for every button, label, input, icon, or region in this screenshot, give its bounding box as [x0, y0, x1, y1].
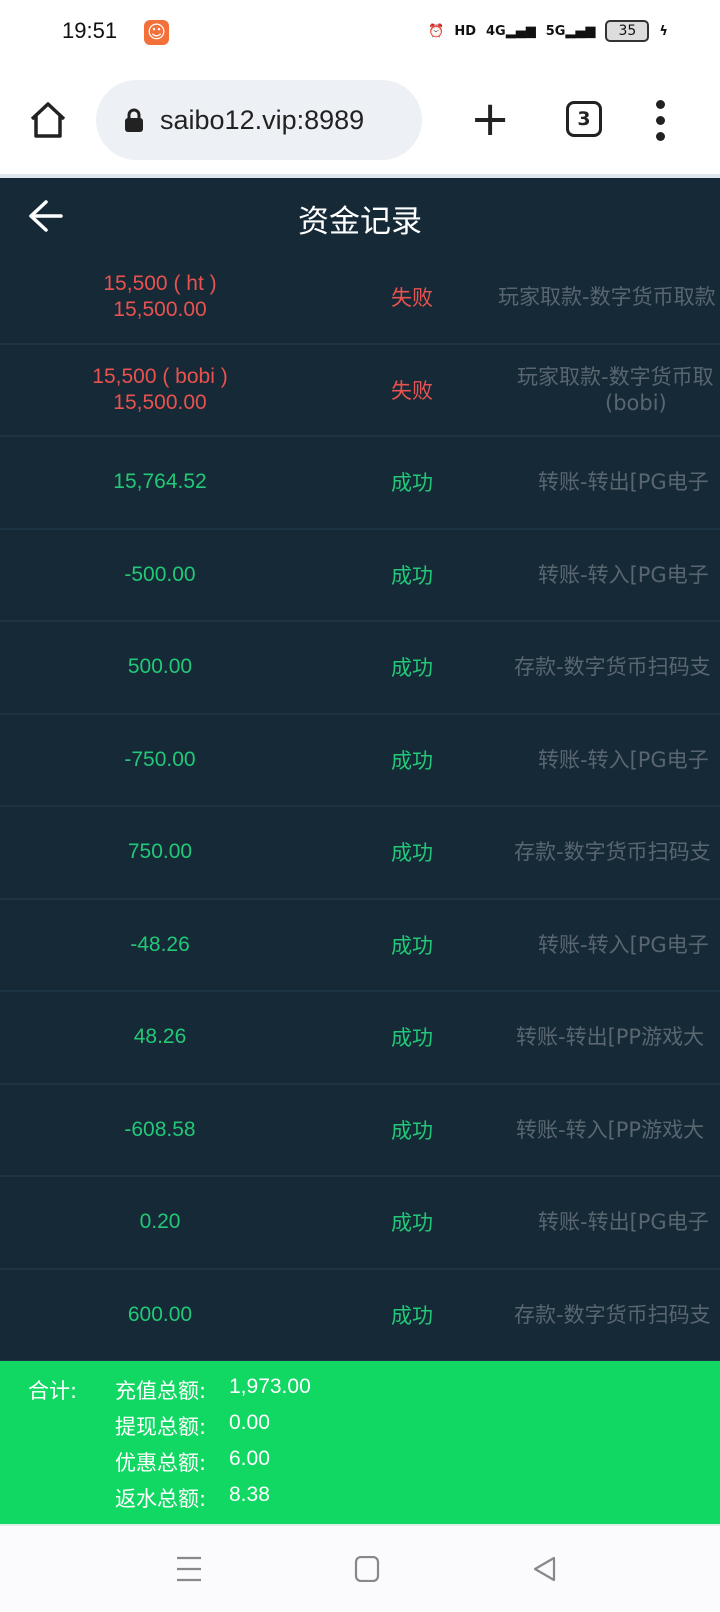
record-amount: 15,764.52 [113, 470, 207, 494]
more-menu-icon[interactable] [656, 100, 666, 144]
summary-bonus: 优惠总额: 6.00 [115, 1447, 270, 1475]
record-amount: 15,500 ( ht ) 15,500.00 [103, 272, 217, 322]
charging-icon: ϟ [659, 23, 668, 39]
signal-5g-icon: 5G▂▄▆ [545, 23, 596, 39]
status-bar: 19:51 ☺ ⏰ HD 4G▂▄▆ 5G▂▄▆ 35 ϟ [0, 0, 720, 64]
page-title: 资金记录 [298, 204, 422, 240]
record-row[interactable]: -608.58 成功 转账-转入[PP游戏大 [0, 1085, 720, 1177]
record-row[interactable]: 750.00 成功 存款-数字货币扫码支 [0, 807, 720, 900]
record-description: 转账-转入[PG电子 [538, 747, 709, 772]
record-description: 存款-数字货币扫码支 [514, 1302, 711, 1327]
back-arrow-icon[interactable] [26, 198, 64, 234]
record-status: 成功 [391, 1026, 433, 1051]
record-description: 玩家取款-数字货币取 (bobi) [517, 364, 714, 415]
home-icon[interactable] [28, 100, 68, 140]
record-row[interactable]: 15,764.52 成功 转账-转出[PG电子 [0, 437, 720, 530]
lock-icon [125, 108, 143, 132]
record-status: 成功 [391, 1211, 433, 1236]
record-description: 转账-转入[PP游戏大 [516, 1117, 705, 1142]
record-description: 转账-转出[PP游戏大 [516, 1025, 705, 1050]
record-row[interactable]: -48.26 成功 转账-转入[PG电子 [0, 900, 720, 992]
back-nav-icon[interactable] [532, 1556, 558, 1582]
record-amount: 500.00 [127, 655, 193, 679]
record-amount: 0.20 [139, 1210, 181, 1234]
tab-switcher-button[interactable]: 3 [566, 101, 602, 137]
record-description: 存款-数字货币扫码支 [514, 655, 711, 680]
record-status: 成功 [391, 841, 433, 866]
record-row[interactable]: -750.00 成功 转账-转入[PG电子 [0, 715, 720, 807]
record-amount: 750.00 [127, 840, 193, 864]
system-nav-bar [0, 1524, 720, 1612]
summary-withdraw: 提现总额: 0.00 [115, 1411, 270, 1439]
battery-icon: 35 [605, 20, 650, 42]
records-list: 15,500 ( ht ) 15,500.00 失败 玩家取款-数字货币取款 15,… [0, 252, 720, 1361]
record-status: 成功 [391, 471, 433, 496]
page-header: 资金记录 [0, 178, 720, 252]
recents-icon[interactable] [176, 1556, 202, 1582]
record-status: 成功 [391, 563, 433, 588]
alarm-icon: ⏰ [428, 23, 445, 39]
record-row[interactable]: 48.26 成功 转账-转出[PP游戏大 [0, 992, 720, 1085]
record-amount: 15,500 ( bobi ) 15,500.00 [92, 364, 228, 414]
url-text: saibo12.vip:8989 [160, 104, 365, 135]
record-row[interactable]: -500.00 成功 转账-转入[PG电子 [0, 530, 720, 622]
record-row[interactable]: 0.20 成功 转账-转出[PG电子 [0, 1177, 720, 1270]
record-amount: -48.26 [130, 932, 190, 956]
summary-panel: 合计: 充值总额: 1,973.00 提现总额: 0.00 优惠总额: 6.00 返水… [0, 1361, 720, 1524]
record-status: 成功 [391, 1118, 433, 1143]
record-description: 转账-转入[PG电子 [538, 562, 709, 587]
record-row[interactable]: 600.00 成功 存款-数字货币扫码支 [0, 1270, 720, 1361]
fund-records-page: 资金记录 15,500 ( ht ) 15,500.00 失败 玩家取款-数字货币… [0, 178, 720, 1361]
record-description: 转账-转出[PG电子 [538, 470, 709, 495]
record-amount: -500.00 [124, 562, 196, 586]
record-description: 存款-数字货币扫码支 [514, 840, 711, 865]
record-row[interactable]: 500.00 成功 存款-数字货币扫码支 [0, 622, 720, 715]
address-bar[interactable]: saibo12.vip:8989 [96, 80, 422, 160]
app-notification-icon: ☺ [144, 20, 169, 45]
record-status: 成功 [391, 1303, 433, 1328]
browser-toolbar: saibo12.vip:8989 + 3 [0, 64, 720, 178]
clock: 19:51 [62, 18, 118, 43]
record-amount: 600.00 [127, 1302, 193, 1326]
record-status: 成功 [391, 748, 433, 773]
record-description: 转账-转出[PG电子 [538, 1210, 709, 1235]
record-amount: -608.58 [124, 1117, 196, 1141]
home-nav-icon[interactable] [354, 1556, 380, 1582]
hd-icon: HD [454, 23, 476, 39]
record-status: 成功 [391, 656, 433, 681]
summary-label: 合计: [28, 1379, 78, 1403]
record-row[interactable]: 15,500 ( bobi ) 15,500.00 失败 玩家取款-数字货币取 (b… [0, 345, 720, 437]
summary-deposit: 充值总额: 1,973.00 [115, 1375, 311, 1403]
record-row[interactable]: 15,500 ( ht ) 15,500.00 失败 玩家取款-数字货币取款 [0, 252, 720, 345]
new-tab-button[interactable]: + [470, 91, 511, 147]
record-status: 成功 [391, 933, 433, 958]
record-amount: 48.26 [133, 1025, 187, 1049]
record-status: 失败 [391, 378, 433, 403]
record-amount: -750.00 [124, 747, 196, 771]
record-description: 转账-转入[PG电子 [538, 932, 709, 957]
record-description: 玩家取款-数字货币取款 [498, 285, 716, 310]
signal-4g-icon: 4G▂▄▆ [485, 23, 536, 39]
record-status: 失败 [391, 286, 433, 311]
summary-rebate: 返水总额: 8.38 [115, 1483, 270, 1511]
